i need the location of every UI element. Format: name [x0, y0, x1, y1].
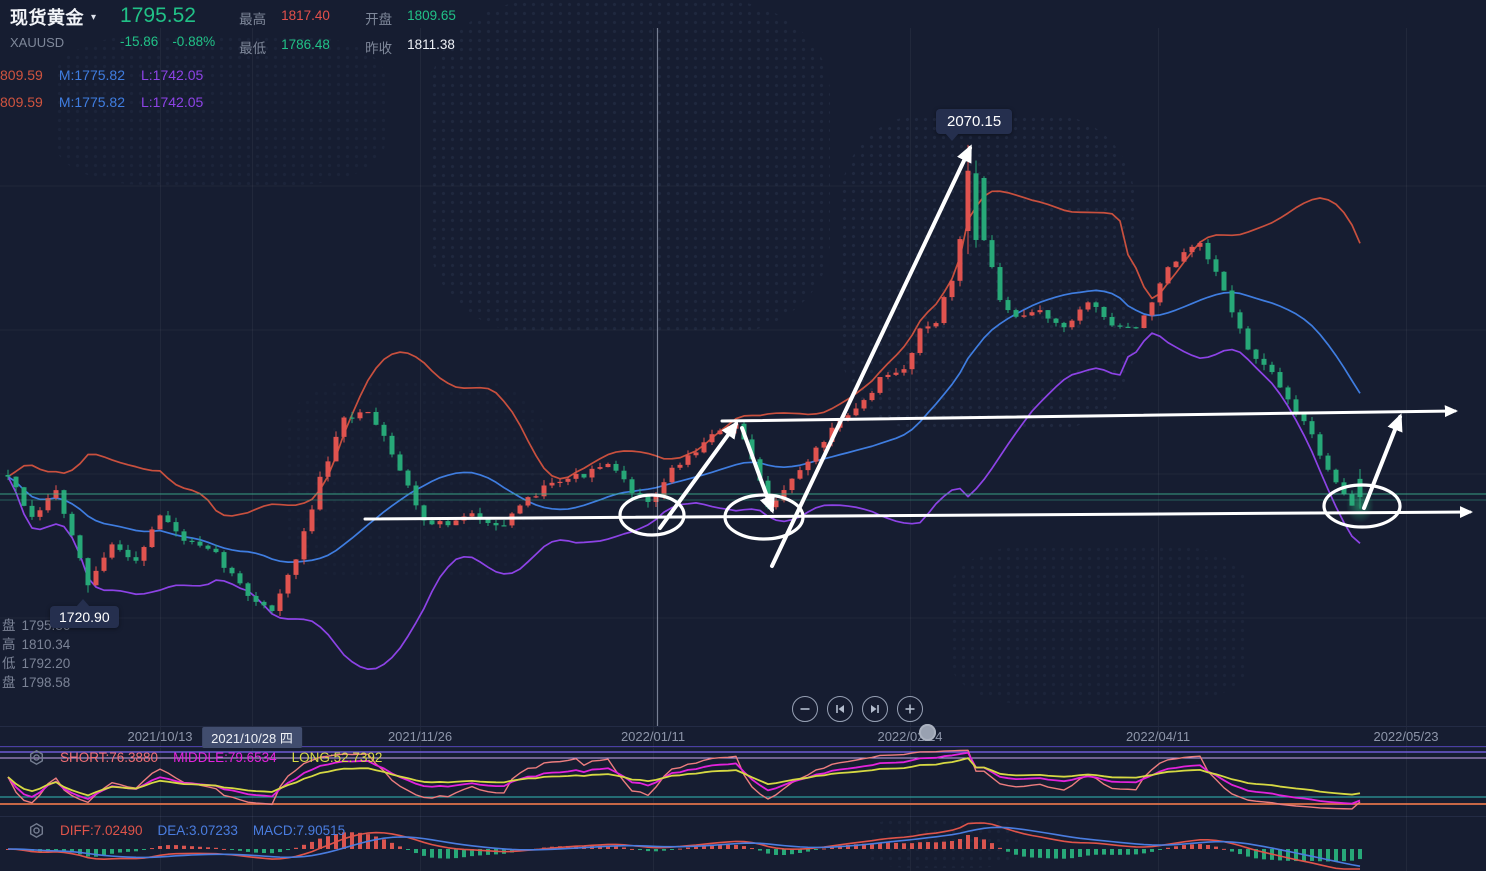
macd-macd-value: MACD:7.90515: [252, 823, 346, 838]
ohlc-close: 1798.58: [21, 675, 71, 690]
stat-label-high: 最高: [239, 12, 267, 27]
macd-panel-labels: DIFF:7.02490 DEA:3.07233 MACD:7.90515: [28, 822, 345, 839]
stat-label-low: 最低: [239, 41, 267, 56]
candlestick-chart[interactable]: [0, 0, 1486, 746]
x-axis-label: 2022/01/11: [620, 729, 686, 744]
header: 现货黄金 ▾ XAUUSD 1795.52 -15.86 -0.88% 最高 1…: [10, 4, 487, 57]
crosshair-date-label: 2021/10/28 四: [202, 727, 302, 748]
x-axis-label: 2021/11/26: [387, 729, 453, 744]
zoom-in-button[interactable]: [897, 696, 923, 722]
ohlc-high: 1810.34: [21, 637, 71, 652]
stat-value-high: 1817.40: [281, 8, 330, 23]
boll-high-value: 809.59: [0, 67, 43, 83]
stat-value-prev-close: 1811.38: [407, 37, 455, 52]
price-change: -15.86: [120, 34, 159, 49]
boll-low-value: L:1742.05: [141, 94, 204, 110]
skip-to-end-button[interactable]: [862, 696, 888, 722]
boll-mid-value: M:1775.82: [58, 94, 125, 110]
peak-price-label: 2070.15: [936, 109, 1013, 141]
skip-start-icon: [836, 705, 844, 713]
skip-to-start-button[interactable]: [827, 696, 853, 722]
x-axis-label: 2022/05/23: [1373, 729, 1439, 744]
last-price: 1795.52: [120, 4, 196, 27]
boll-low-value: L:1742.05: [141, 67, 204, 83]
chevron-down-icon[interactable]: ▾: [91, 11, 97, 23]
rsi-long-value: LONG:52.7392: [291, 750, 383, 765]
plus-icon: [905, 704, 915, 714]
macd-diff-value: DIFF:7.02490: [60, 823, 143, 838]
boll-readout-row-2: 809.59 M:1775.82 L:1742.05: [0, 94, 219, 110]
boll-readout-row-1: 809.59 M:1775.82 L:1742.05: [0, 67, 219, 83]
zoom-out-button[interactable]: [792, 696, 818, 722]
macd-dea-value: DEA:3.07233: [157, 823, 238, 838]
boll-high-value: 809.59: [0, 94, 43, 110]
x-axis[interactable]: 2021/10/13 2021/10/28 四 2021/11/26 2022/01/…: [0, 726, 1486, 748]
rsi-short-value: SHORT:76.3880: [60, 750, 159, 765]
crosshair-ohlc: 盘 1795.86 高 1810.34 低 1792.20 盘 1798.58: [2, 618, 71, 690]
instrument-block: 现货黄金 ▾ XAUUSD: [10, 4, 96, 50]
low-price-label: 1720.90: [50, 599, 119, 628]
stat-value-low: 1786.48: [281, 37, 330, 52]
settings-gear-icon[interactable]: [28, 749, 45, 766]
price-block: 1795.52 -15.86 -0.88%: [120, 4, 215, 49]
x-axis-label: 2021/10/13: [127, 729, 193, 744]
quote-stats: 最高 1817.40 开盘 1809.65 最低 1786.48 昨收 1811…: [239, 8, 487, 57]
stat-value-open: 1809.65: [407, 8, 456, 23]
price-change-pct: -0.88%: [172, 34, 216, 49]
instrument-symbol: XAUUSD: [10, 35, 65, 50]
instrument-title[interactable]: 现货黄金: [10, 8, 84, 28]
chart-nav-controls: [792, 696, 923, 722]
skip-end-icon: [871, 705, 879, 713]
stat-label-open: 开盘: [365, 12, 393, 27]
ohlc-low: 1792.20: [21, 656, 71, 671]
x-axis-label: 2022/04/11: [1125, 729, 1191, 744]
minus-icon: [800, 708, 810, 710]
scrollbar-handle[interactable]: [919, 724, 936, 741]
macd-indicator-panel[interactable]: [0, 816, 1486, 871]
stat-label-prev-close: 昨收: [365, 41, 393, 56]
rsi-panel-labels: SHORT:76.3880 MIDDLE:79.6534 LONG:52.739…: [28, 749, 382, 766]
boll-mid-value: M:1775.82: [58, 67, 125, 83]
rsi-middle-value: MIDDLE:79.6534: [173, 750, 277, 765]
settings-gear-icon[interactable]: [28, 822, 45, 839]
